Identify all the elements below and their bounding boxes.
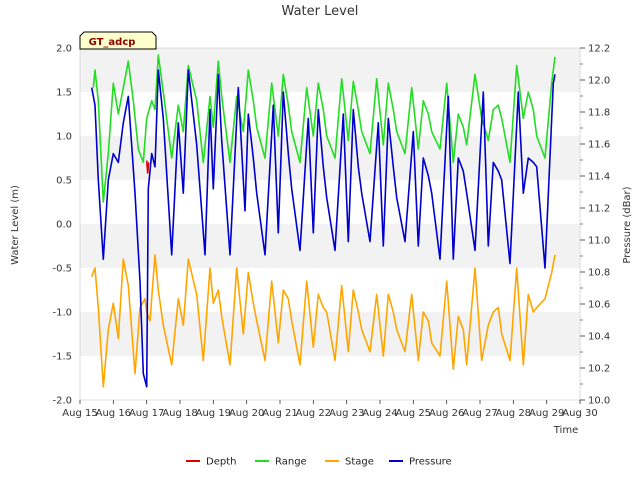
series-line-pressure: [90, 69, 556, 388]
y2-tick-label: 11.0: [588, 236, 610, 247]
y2-axis-title: Pressure (dBar): [622, 186, 633, 263]
x-tick-label: Aug 29: [529, 408, 564, 419]
x-tick-label: Aug 15: [62, 408, 97, 419]
x-tick-label: Aug 25: [396, 408, 431, 419]
x-tick-label: Aug 27: [462, 408, 497, 419]
y-tick-label: -1.5: [52, 352, 72, 363]
x-tick-label: Aug 19: [196, 408, 231, 419]
site-badge-label: GT_adcp: [89, 37, 136, 48]
y2-tick-label: 11.2: [588, 204, 610, 215]
series-line-stage: [90, 254, 556, 388]
site-badge-frame: [79, 31, 157, 50]
y-tick-label: -2.0: [52, 396, 72, 407]
y2-tick-label: 10.4: [588, 332, 610, 343]
chart-title: Water Level: [282, 4, 359, 19]
y2-tick-label: 11.8: [588, 108, 610, 119]
y2-tick-label: 12.2: [588, 44, 610, 55]
y2-tick-label: 10.6: [588, 300, 610, 311]
x-tick-label: Aug 16: [96, 408, 131, 419]
grid-band: [80, 224, 580, 268]
grid-band: [80, 268, 580, 312]
x-tick-label: Aug 23: [329, 408, 364, 419]
y2-tick-label: 10.0: [588, 396, 610, 407]
x-tick-label: Aug 17: [129, 408, 164, 419]
x-tick-label: Aug 18: [162, 408, 197, 419]
y-tick-label: -1.0: [52, 308, 72, 319]
y-tick-label: -0.5: [52, 264, 72, 275]
legend-label-depth: Depth: [206, 457, 236, 468]
series-layer: [90, 54, 556, 388]
legend-label-stage: Stage: [345, 457, 374, 468]
site-badge: GT_adcp: [79, 31, 157, 50]
y-tick-label: 1.5: [56, 88, 72, 99]
x-tick-label: Aug 28: [496, 408, 531, 419]
x-axis-title: Time: [553, 425, 578, 436]
grid-band: [80, 356, 580, 400]
y-axis-title: Water Level (m): [10, 185, 21, 265]
series-line-depth: [145, 160, 150, 174]
x-tick-label: Aug 20: [229, 408, 264, 419]
y2-tick-label: 10.2: [588, 364, 610, 375]
y-tick-label: 0.0: [56, 220, 72, 231]
grid-band: [80, 48, 580, 92]
legend: Depth Range Stage Pressure: [186, 457, 452, 468]
x-tick-label: Aug 26: [429, 408, 464, 419]
y2-tick-label: 11.6: [588, 140, 610, 151]
x-tick-label: Aug 22: [296, 408, 331, 419]
y-tick-label: 1.0: [56, 132, 72, 143]
y2-tick-label: 12.0: [588, 76, 610, 87]
y-tick-label: 2.0: [56, 44, 72, 55]
series-line-range: [92, 54, 556, 203]
x-tick-label: Aug 24: [362, 408, 397, 419]
y-tick-label: 0.5: [56, 176, 72, 187]
x-tick-label: Aug 30: [562, 408, 597, 419]
y2-tick-label: 10.8: [588, 268, 610, 279]
legend-label-pressure: Pressure: [409, 457, 452, 468]
legend-label-range: Range: [275, 457, 307, 468]
y2-tick-label: 11.4: [588, 172, 610, 183]
x-tick-label: Aug 21: [262, 408, 297, 419]
